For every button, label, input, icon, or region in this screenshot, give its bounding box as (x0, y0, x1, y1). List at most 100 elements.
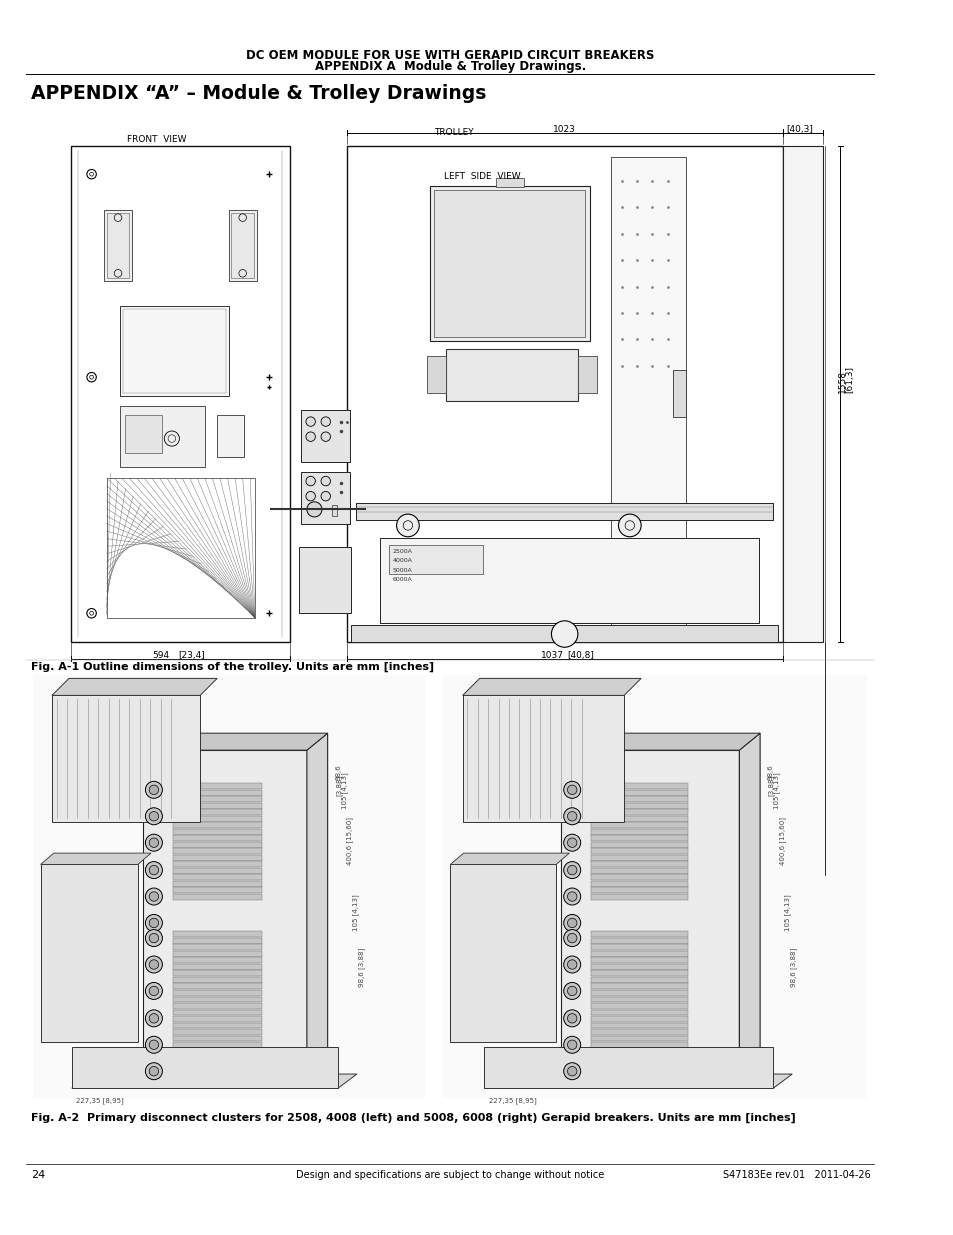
Bar (591, 1003, 688, 1009)
Bar (172, 997, 262, 1003)
Polygon shape (462, 695, 623, 823)
Text: 105 [4,13]: 105 [4,13] (773, 772, 780, 809)
Polygon shape (560, 750, 739, 1079)
Bar (120, 405, 205, 467)
Bar (172, 1003, 262, 1009)
Bar (172, 990, 262, 995)
Bar (591, 1029, 688, 1035)
Text: FRONT  VIEW: FRONT VIEW (128, 136, 187, 144)
Bar (172, 894, 262, 899)
Circle shape (567, 934, 577, 942)
Circle shape (149, 839, 158, 847)
Circle shape (567, 811, 577, 821)
Bar (591, 894, 688, 899)
Bar (591, 1009, 688, 1015)
Circle shape (149, 811, 158, 821)
Circle shape (145, 862, 162, 878)
Text: 98,6 [3,88]: 98,6 [3,88] (357, 948, 364, 987)
Bar (107, 478, 254, 618)
Bar (591, 783, 688, 789)
Bar (591, 861, 688, 867)
Polygon shape (71, 1074, 356, 1088)
Bar (172, 983, 262, 989)
Bar (591, 945, 688, 950)
Circle shape (563, 956, 580, 973)
Bar (591, 803, 688, 809)
Bar (231, 212, 253, 278)
Circle shape (567, 960, 577, 969)
Bar (389, 546, 483, 573)
Bar (172, 887, 262, 893)
Circle shape (563, 782, 580, 798)
Bar (107, 212, 130, 278)
Text: 98,6: 98,6 (335, 764, 341, 781)
Bar (591, 965, 688, 969)
Circle shape (567, 1040, 577, 1050)
Bar (591, 977, 688, 983)
Bar (426, 357, 445, 393)
Circle shape (321, 417, 330, 426)
Bar (496, 178, 523, 188)
Circle shape (563, 930, 580, 946)
Polygon shape (51, 695, 200, 823)
Circle shape (567, 866, 577, 874)
Text: 24: 24 (31, 1171, 46, 1181)
Bar (172, 931, 262, 937)
Bar (301, 410, 350, 462)
Circle shape (145, 1010, 162, 1026)
Bar (429, 185, 590, 341)
Circle shape (306, 432, 315, 441)
Bar (591, 874, 688, 881)
Text: 105 [4,13]: 105 [4,13] (340, 772, 347, 809)
Text: [3,88]: [3,88] (767, 776, 774, 797)
Bar (299, 547, 351, 614)
Circle shape (563, 983, 580, 999)
Circle shape (149, 987, 158, 995)
Bar (172, 868, 262, 873)
Bar (441, 674, 866, 1098)
Bar (591, 1035, 688, 1041)
Circle shape (164, 431, 179, 446)
Text: 2500A: 2500A (393, 550, 413, 555)
Bar (301, 472, 350, 524)
Bar (591, 816, 688, 821)
Bar (172, 829, 262, 835)
Text: 105 [4,13]: 105 [4,13] (352, 894, 358, 930)
Bar (172, 881, 262, 887)
Bar (578, 357, 597, 393)
Circle shape (567, 839, 577, 847)
Bar (591, 1042, 688, 1047)
Bar (172, 1029, 262, 1035)
Circle shape (563, 1010, 580, 1026)
Bar (332, 505, 336, 516)
Bar (172, 971, 262, 977)
Circle shape (149, 1067, 158, 1076)
Text: 227,35 [8,95]: 227,35 [8,95] (489, 1098, 537, 1104)
Bar (591, 868, 688, 873)
Bar (172, 977, 262, 983)
Bar (591, 842, 688, 847)
Bar (591, 881, 688, 887)
Circle shape (563, 1036, 580, 1053)
Bar (351, 625, 778, 641)
Text: 4000A: 4000A (393, 558, 413, 563)
Bar (172, 855, 262, 861)
Bar (591, 829, 688, 835)
Bar (120, 306, 229, 396)
Bar (591, 855, 688, 861)
Bar (591, 1023, 688, 1029)
Circle shape (145, 956, 162, 973)
Circle shape (551, 621, 578, 647)
Bar (172, 848, 262, 855)
Circle shape (145, 914, 162, 931)
Text: 98,6 [3,88]: 98,6 [3,88] (789, 948, 797, 987)
Bar (125, 415, 162, 453)
Bar (172, 783, 262, 789)
Bar (229, 210, 256, 280)
Bar (172, 951, 262, 957)
Bar (591, 957, 688, 963)
Text: 98,6: 98,6 (767, 764, 773, 781)
Bar (591, 809, 688, 815)
Bar (172, 789, 262, 795)
Text: 594: 594 (152, 651, 169, 659)
